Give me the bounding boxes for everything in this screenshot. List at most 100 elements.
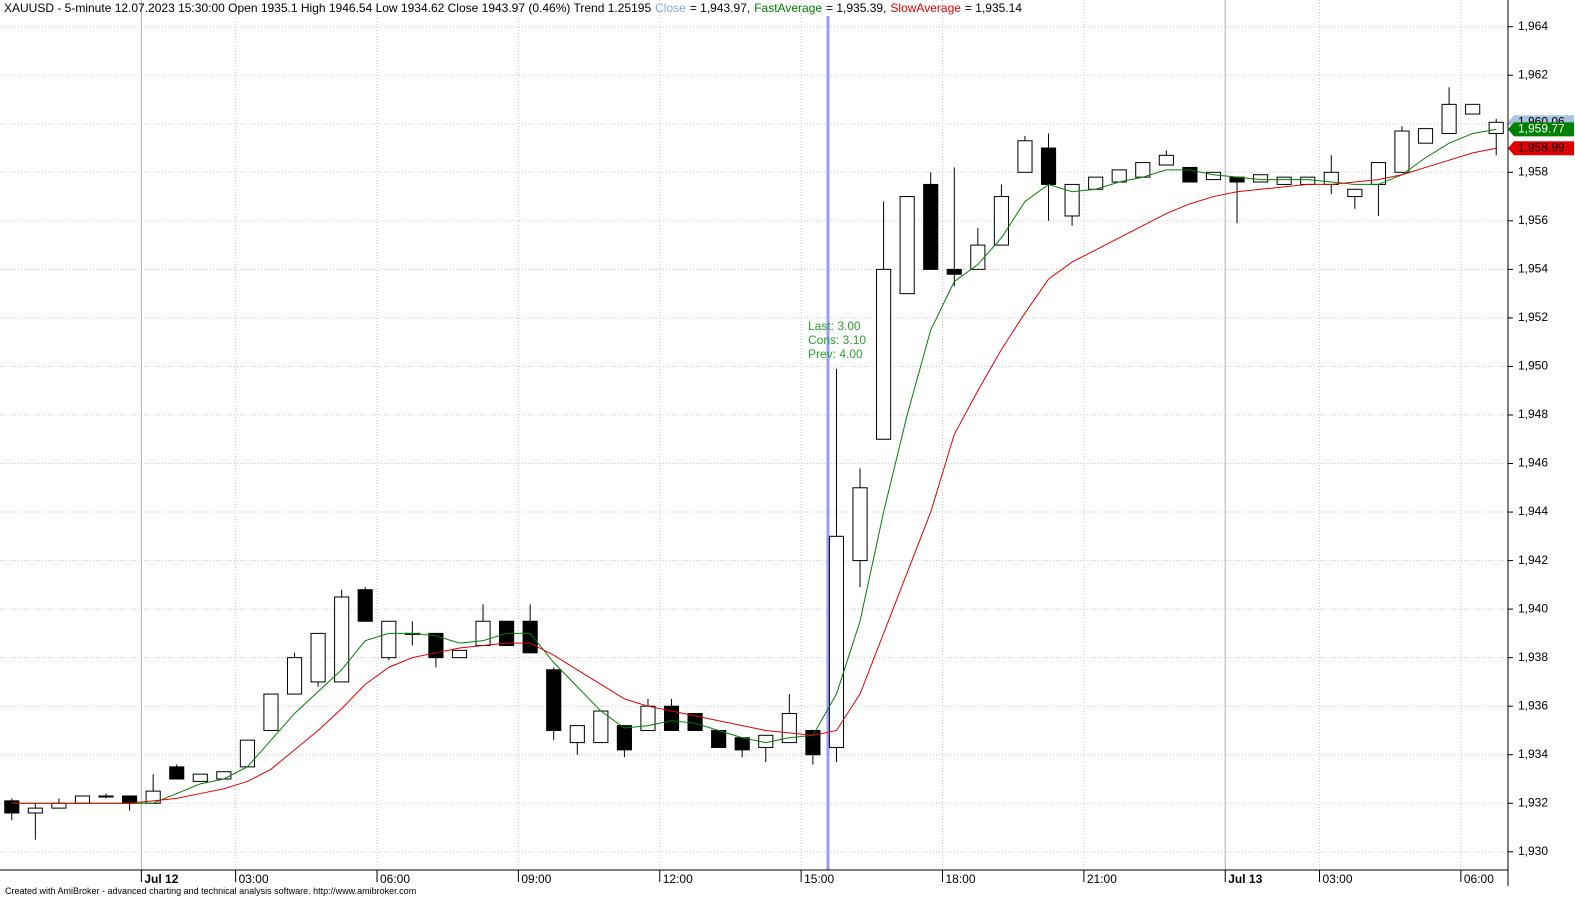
candle-body	[616, 725, 632, 751]
annotation-line: Last: 3.00	[808, 319, 861, 333]
x-tick-label: Jul 12	[144, 872, 178, 886]
price-tag	[1514, 141, 1574, 156]
grid	[0, 0, 1508, 870]
candle-body	[1488, 121, 1504, 134]
candle-body	[98, 795, 114, 798]
price-tag-label: 1,958.99	[1518, 140, 1565, 154]
candle-body	[1347, 188, 1363, 198]
candle-body	[1417, 128, 1434, 144]
x-tick-label: 03:00	[1323, 872, 1353, 886]
candle-body	[192, 773, 208, 782]
candle-body	[946, 268, 962, 275]
candle-body	[1300, 176, 1316, 185]
candle-body	[711, 729, 727, 748]
header-text: = 1,943.97,	[689, 1, 751, 15]
candle-body	[1370, 162, 1386, 185]
candle-body	[4, 800, 20, 814]
y-tick-label: 1,938	[1518, 650, 1548, 664]
header-text: XAUUSD - 5-minute 12.07.2023 15:30:00 Op…	[4, 1, 652, 15]
candle-body	[805, 729, 821, 756]
candle-body	[1064, 183, 1080, 217]
header-text: FastAverage	[754, 1, 823, 15]
candle-body	[381, 620, 397, 659]
candle-body	[1394, 130, 1410, 173]
chart-header: XAUUSD - 5-minute 12.07.2023 15:30:00 Op…	[4, 1, 1026, 15]
annotation: Last: 3.00 Cons: 3.10 Prev: 4.00	[808, 319, 866, 361]
candle-body	[1276, 176, 1292, 185]
candle-body	[828, 535, 845, 748]
y-tick-label: 1,952	[1518, 310, 1548, 324]
candle-body	[310, 632, 326, 683]
candle-body	[640, 705, 656, 731]
candle-body	[923, 183, 939, 270]
y-tick-label: 1,934	[1518, 747, 1548, 761]
candle-body	[1017, 140, 1033, 173]
y-tick-label: 1,956	[1518, 213, 1548, 227]
candle-body	[1253, 174, 1269, 183]
x-tick-label: 12:00	[663, 872, 693, 886]
candle-body	[122, 795, 138, 804]
header-text: SlowAverage	[890, 1, 961, 15]
y-tick-label: 1,944	[1518, 504, 1548, 518]
candle-body	[74, 795, 91, 804]
candle-body	[970, 244, 986, 270]
candle-body	[1040, 147, 1057, 185]
y-tick-label: 1,954	[1518, 262, 1548, 276]
y-tick-label: 1,962	[1518, 67, 1548, 81]
candle-body	[546, 669, 562, 731]
x-tick-label: 18:00	[946, 872, 976, 886]
average-line	[11, 147, 1497, 804]
candle-body	[357, 589, 373, 622]
candle-body	[852, 487, 868, 562]
x-tick-label: 06:00	[380, 872, 410, 886]
x-tick-label: 15:00	[804, 872, 834, 886]
candle-body	[522, 620, 538, 654]
y-tick-label: 1,936	[1518, 698, 1548, 712]
candle-body	[1441, 103, 1457, 134]
price-tag-arrow	[1508, 141, 1514, 156]
candle-body	[216, 771, 232, 780]
candle-body	[876, 268, 892, 440]
candle-body	[27, 807, 43, 814]
annotation-line: Cons: 3.10	[808, 333, 867, 347]
y-tick-label: 1,946	[1518, 456, 1548, 470]
candle-body	[569, 725, 585, 744]
candle-body	[899, 196, 915, 295]
y-tick-label: 1,930	[1518, 844, 1548, 858]
candle-body	[1158, 154, 1174, 166]
candle-body	[263, 693, 279, 731]
candle-body	[286, 657, 303, 695]
x-tick-label: 09:00	[521, 872, 551, 886]
y-tick-label: 1,948	[1518, 407, 1548, 421]
candle-body	[451, 649, 468, 659]
average-line	[11, 128, 1497, 804]
price-tag-label: 1,959.77	[1518, 122, 1565, 136]
candle-body	[169, 766, 185, 780]
candle-body	[781, 712, 797, 744]
x-tick-label: 03:00	[239, 872, 269, 886]
candle-body	[1465, 103, 1481, 115]
price-tag-arrow	[1508, 122, 1514, 137]
candle-body	[1135, 162, 1151, 178]
y-tick-label: 1,940	[1518, 601, 1548, 615]
y-tick-label: 1,932	[1518, 795, 1548, 809]
x-tick-label: Jul 13	[1228, 872, 1262, 886]
y-tick-label: 1,950	[1518, 359, 1548, 373]
header-text: = 1,935.39,	[826, 1, 887, 15]
y-tick-label: 1,964	[1518, 19, 1548, 33]
candle-body	[1111, 169, 1127, 183]
candle-body	[51, 802, 67, 809]
price-tag	[1514, 122, 1574, 137]
candle-body	[334, 596, 350, 683]
x-tick-label: 06:00	[1464, 872, 1494, 886]
y-tick-label: 1,942	[1518, 553, 1548, 567]
header-text: = 1,935.14	[964, 1, 1022, 15]
footer: Created with AmiBroker - advanced charti…	[5, 886, 417, 896]
x-tick-label: 21:00	[1087, 872, 1117, 886]
annotation-line: Prev: 4.00	[808, 347, 863, 361]
y-tick-label: 1,958	[1518, 164, 1548, 178]
candle-body	[239, 739, 255, 768]
candle-body	[593, 710, 609, 744]
